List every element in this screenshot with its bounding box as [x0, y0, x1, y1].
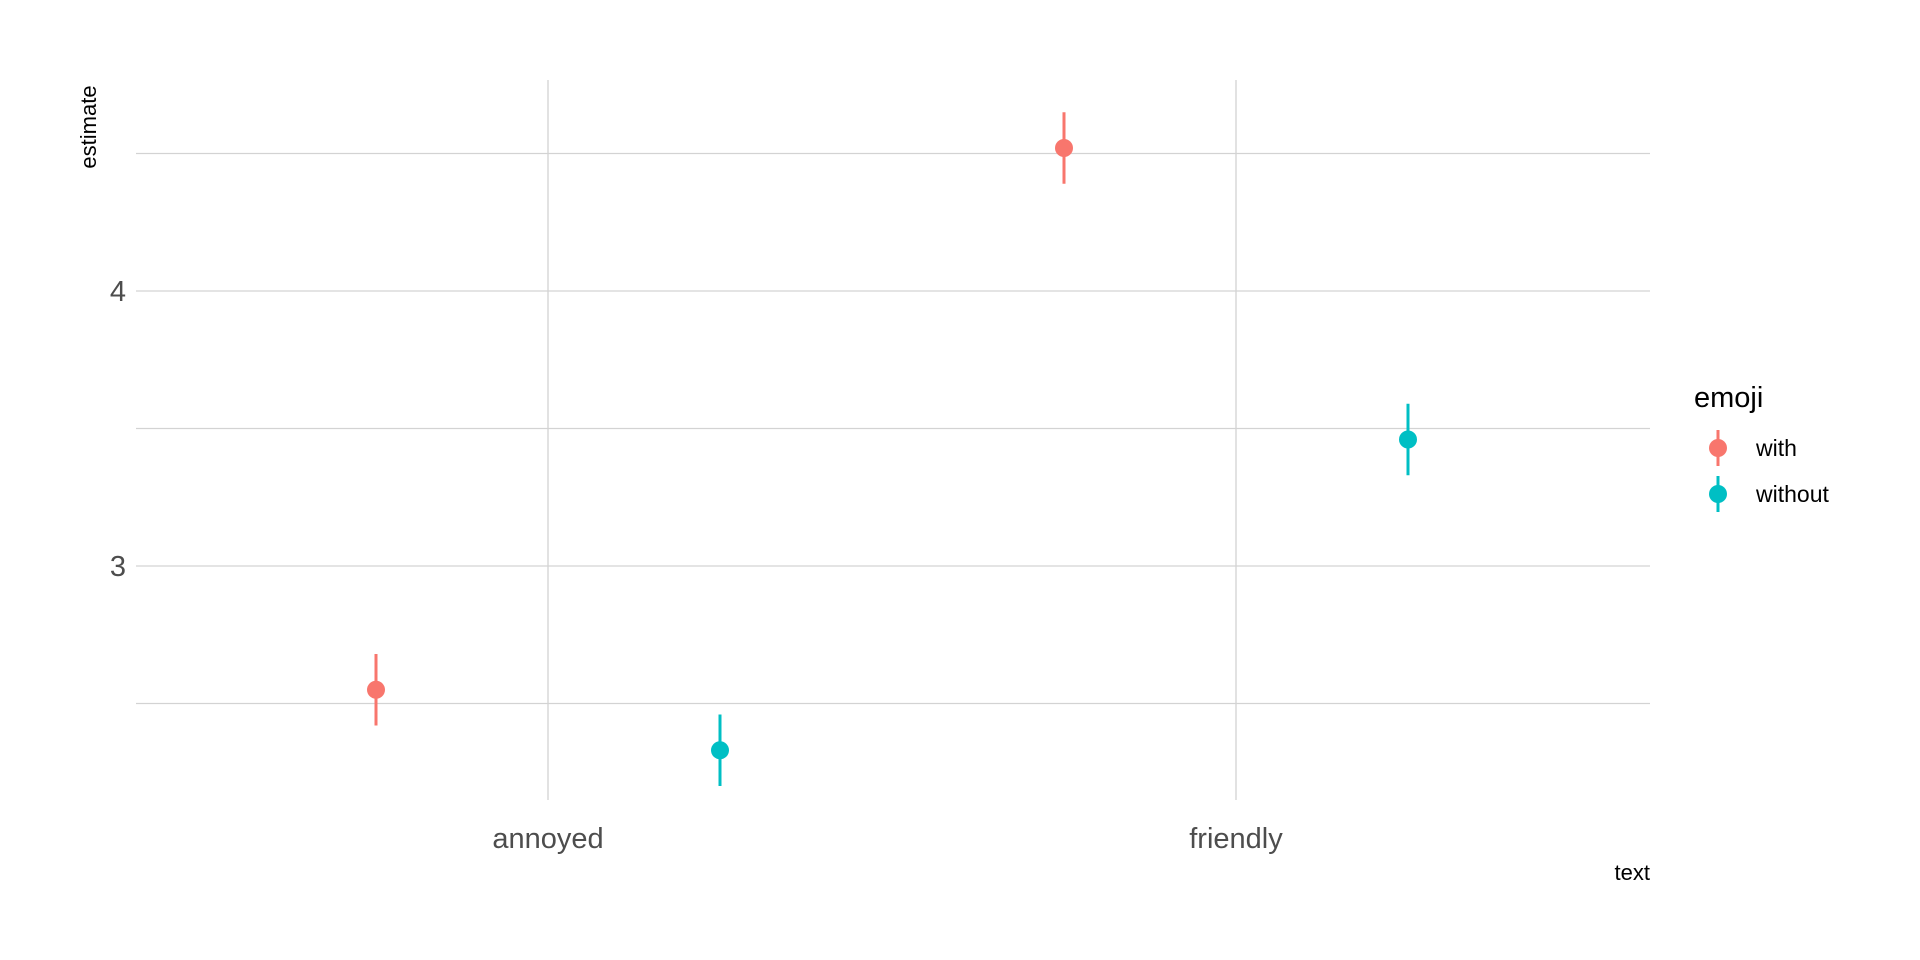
legend-key-point — [1709, 439, 1727, 457]
data-point — [711, 741, 729, 760]
x-tick-label: annoyed — [492, 823, 603, 855]
legend: emoji with without — [1694, 382, 1829, 512]
legend-label: without — [1755, 481, 1829, 507]
data-marks — [367, 112, 1417, 786]
data-point — [367, 680, 385, 699]
data-point — [1055, 139, 1073, 157]
x-tick-label: friendly — [1189, 823, 1283, 855]
legend-items: with without — [1709, 430, 1829, 512]
legend-key-point — [1709, 485, 1727, 503]
legend-item: without — [1709, 476, 1829, 512]
data-point — [1399, 430, 1417, 449]
legend-title: emoji — [1694, 382, 1763, 414]
y-axis-title: estimate — [76, 85, 101, 168]
x-axis-title: text — [1615, 860, 1650, 885]
y-tick-label: 3 — [110, 551, 126, 583]
legend-label: with — [1755, 435, 1797, 461]
y-tick-label: 4 — [110, 276, 126, 308]
legend-item: with — [1709, 430, 1797, 466]
grid-lines — [136, 80, 1650, 800]
y-tick-labels: 34 — [110, 276, 126, 583]
x-tick-labels: annoyed friendly — [492, 823, 1283, 855]
